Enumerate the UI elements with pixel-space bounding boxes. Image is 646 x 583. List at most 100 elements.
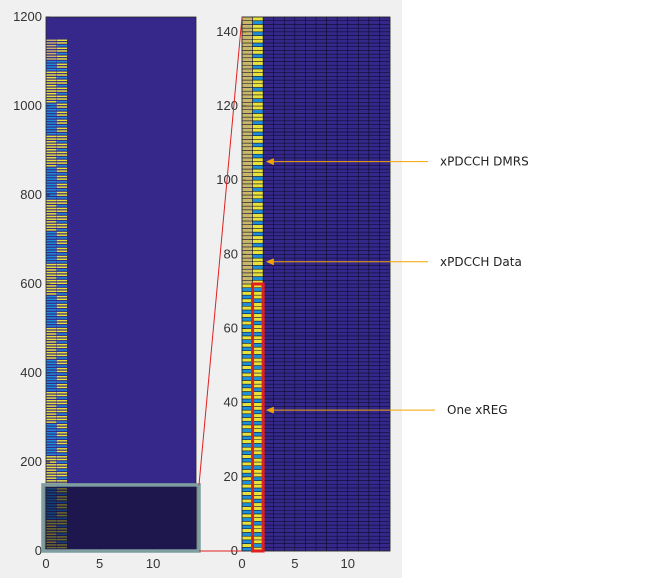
grid-cell — [326, 476, 338, 481]
grid-cell — [284, 128, 296, 133]
left-data-cell — [46, 349, 57, 351]
grid-cell — [315, 24, 327, 29]
grid-cell — [336, 465, 348, 470]
grid-cell — [347, 402, 359, 407]
grid-cell — [379, 27, 391, 33]
grid-cell — [241, 428, 253, 433]
left-data-cell — [46, 341, 57, 343]
grid-cell — [262, 20, 274, 25]
grid-cell — [262, 109, 274, 114]
grid-cell — [315, 543, 327, 548]
grid-cell — [294, 484, 306, 489]
left-data-cell — [46, 306, 57, 309]
grid-cell — [326, 179, 338, 185]
grid-cell — [262, 113, 274, 118]
grid-cell — [252, 417, 264, 422]
grid-cell — [347, 276, 359, 281]
grid-cell — [368, 261, 380, 266]
left-data-cell — [56, 311, 68, 314]
grid-cell — [379, 90, 391, 96]
grid-cell — [284, 287, 296, 292]
grid-cell — [273, 72, 285, 77]
grid-cell — [252, 120, 264, 125]
grid-cell — [326, 161, 338, 166]
grid-cell — [358, 53, 370, 59]
grid-cell — [241, 420, 253, 426]
grid-cell — [262, 31, 274, 36]
grid-cell — [252, 113, 264, 118]
grid-cell — [379, 272, 391, 277]
grid-cell — [347, 128, 359, 133]
grid-cell — [347, 365, 359, 370]
grid-cell — [241, 120, 253, 125]
grid-cell — [262, 454, 274, 459]
grid-cell — [358, 39, 370, 44]
left-data-cell — [46, 44, 57, 47]
grid-cell — [305, 109, 317, 114]
grid-cell — [326, 317, 338, 322]
grid-cell — [358, 376, 370, 381]
left-data-cell — [56, 189, 68, 191]
left-data-cell — [46, 381, 57, 383]
grid-cell — [305, 320, 317, 326]
grid-cell — [294, 298, 306, 303]
grid-cell — [347, 469, 359, 474]
grid-cell — [305, 61, 317, 66]
grid-cell — [379, 291, 391, 296]
grid-cell — [368, 383, 380, 389]
grid-cell — [252, 539, 264, 544]
grid-cell — [262, 50, 274, 55]
grid-cell — [273, 535, 285, 541]
grid-cell — [358, 283, 370, 288]
grid-cell — [294, 439, 306, 444]
grid-cell — [305, 302, 317, 307]
left-data-cell — [56, 130, 68, 132]
grid-cell — [368, 547, 380, 552]
grid-cell — [379, 220, 391, 225]
grid-cell — [273, 446, 285, 452]
grid-cell — [294, 228, 306, 233]
grid-cell — [358, 491, 370, 496]
grid-cell — [241, 50, 253, 55]
grid-cell — [315, 372, 327, 377]
grid-cell — [273, 24, 285, 29]
grid-cell — [347, 242, 359, 248]
left-data-cell — [46, 434, 57, 437]
grid-cell — [347, 287, 359, 292]
grid-cell — [294, 176, 306, 181]
grid-cell — [358, 254, 370, 259]
grid-cell — [368, 365, 380, 370]
left-data-cell — [56, 50, 68, 52]
grid-cell — [358, 265, 370, 270]
grid-cell — [358, 83, 370, 88]
grid-cell — [305, 395, 317, 400]
grid-cell — [273, 87, 285, 92]
left-data-cell — [46, 39, 57, 42]
grid-cell — [241, 94, 253, 99]
grid-cell — [305, 142, 317, 148]
grid-cell — [262, 480, 274, 485]
grid-cell — [326, 246, 338, 251]
left-data-cell — [46, 480, 57, 482]
left-data-cell — [46, 98, 57, 100]
grid-cell — [336, 343, 348, 348]
grid-cell — [262, 380, 274, 385]
left-data-cell — [46, 421, 57, 423]
grid-cell — [294, 376, 306, 381]
grid-cell — [379, 102, 391, 107]
grid-cell — [379, 513, 391, 518]
grid-cell — [284, 443, 296, 448]
grid-cell — [326, 139, 338, 144]
left-data-cell — [46, 250, 57, 252]
grid-cell — [252, 532, 264, 537]
grid-cell — [315, 98, 327, 103]
grid-cell — [358, 532, 370, 537]
grid-cell — [305, 79, 317, 84]
grid-cell — [326, 16, 338, 21]
grid-cell — [284, 257, 296, 262]
grid-cell — [273, 57, 285, 62]
grid-cell — [315, 35, 327, 40]
grid-cell — [252, 35, 264, 40]
grid-cell — [262, 395, 274, 400]
grid-cell — [305, 217, 317, 222]
